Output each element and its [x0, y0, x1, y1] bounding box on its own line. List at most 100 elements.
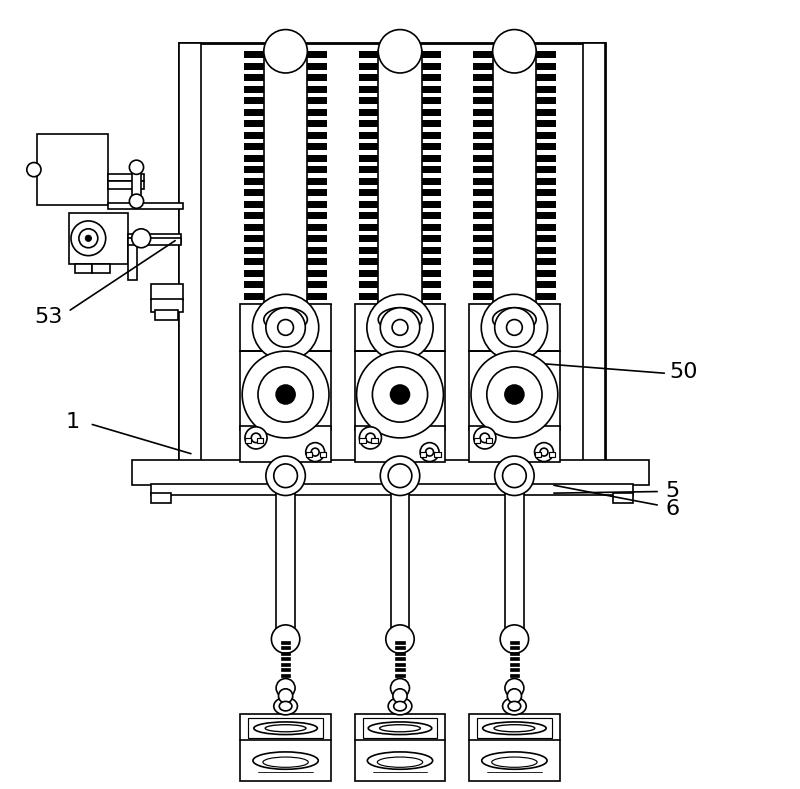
- Bar: [473, 133, 556, 139]
- Bar: [108, 174, 143, 181]
- Bar: [473, 74, 556, 81]
- Bar: [420, 452, 426, 457]
- Bar: [473, 143, 556, 150]
- Bar: [473, 224, 556, 231]
- Bar: [264, 51, 307, 320]
- Bar: [493, 51, 536, 320]
- Bar: [354, 426, 446, 462]
- Circle shape: [372, 367, 428, 422]
- Circle shape: [471, 351, 558, 438]
- Bar: [358, 155, 442, 162]
- Bar: [473, 201, 556, 208]
- Bar: [395, 657, 405, 660]
- Bar: [132, 170, 142, 201]
- Bar: [281, 668, 290, 671]
- Ellipse shape: [482, 752, 547, 769]
- Circle shape: [502, 464, 526, 488]
- Bar: [358, 120, 442, 127]
- Bar: [358, 235, 442, 242]
- Bar: [179, 43, 605, 462]
- Bar: [244, 133, 327, 139]
- Bar: [473, 86, 556, 93]
- Bar: [358, 201, 442, 208]
- Bar: [583, 43, 605, 462]
- Circle shape: [380, 308, 420, 347]
- Bar: [244, 235, 327, 242]
- Bar: [358, 63, 442, 70]
- Circle shape: [426, 448, 434, 456]
- Circle shape: [386, 625, 414, 653]
- Bar: [240, 426, 331, 462]
- Ellipse shape: [265, 724, 306, 732]
- Bar: [473, 178, 556, 185]
- Bar: [358, 133, 442, 139]
- Circle shape: [480, 433, 490, 443]
- Ellipse shape: [502, 697, 526, 715]
- Bar: [549, 452, 555, 457]
- Circle shape: [482, 294, 547, 361]
- Bar: [240, 351, 331, 430]
- Ellipse shape: [493, 30, 536, 73]
- Circle shape: [311, 448, 319, 456]
- Bar: [395, 668, 405, 671]
- Bar: [151, 299, 183, 312]
- Circle shape: [85, 235, 91, 241]
- Bar: [473, 63, 556, 70]
- Circle shape: [500, 625, 529, 653]
- Bar: [244, 110, 327, 116]
- Bar: [244, 258, 327, 265]
- Bar: [473, 235, 556, 242]
- Ellipse shape: [253, 752, 318, 769]
- Bar: [244, 63, 327, 70]
- Bar: [473, 120, 556, 127]
- Bar: [473, 258, 556, 265]
- Ellipse shape: [368, 722, 432, 735]
- Bar: [358, 86, 442, 93]
- Bar: [358, 110, 442, 116]
- Circle shape: [258, 367, 314, 422]
- Bar: [358, 270, 442, 277]
- Ellipse shape: [492, 757, 537, 767]
- Circle shape: [306, 443, 325, 462]
- Bar: [75, 264, 92, 273]
- Bar: [510, 657, 519, 660]
- Bar: [244, 270, 327, 277]
- Bar: [473, 166, 556, 173]
- Circle shape: [390, 679, 410, 697]
- Bar: [473, 270, 556, 277]
- Bar: [244, 97, 327, 104]
- Circle shape: [474, 427, 496, 449]
- Bar: [358, 166, 442, 173]
- Circle shape: [486, 367, 542, 422]
- Circle shape: [245, 427, 267, 449]
- Bar: [473, 97, 556, 104]
- Bar: [179, 43, 201, 462]
- Circle shape: [357, 351, 443, 438]
- Bar: [244, 189, 327, 196]
- Bar: [244, 74, 327, 81]
- Bar: [240, 304, 331, 351]
- Bar: [128, 238, 182, 245]
- Ellipse shape: [379, 724, 421, 732]
- Bar: [244, 201, 327, 208]
- Bar: [473, 247, 556, 254]
- Bar: [510, 652, 519, 655]
- Bar: [534, 452, 541, 457]
- Ellipse shape: [264, 308, 307, 331]
- Bar: [281, 646, 290, 649]
- Bar: [510, 674, 519, 677]
- Circle shape: [278, 689, 293, 703]
- Ellipse shape: [264, 30, 307, 73]
- Bar: [510, 668, 519, 671]
- Bar: [281, 679, 290, 682]
- Circle shape: [494, 456, 534, 495]
- Bar: [276, 473, 295, 639]
- Circle shape: [534, 443, 554, 462]
- Bar: [108, 203, 183, 209]
- Circle shape: [278, 320, 294, 335]
- Bar: [486, 438, 492, 443]
- Bar: [359, 438, 366, 443]
- Ellipse shape: [508, 701, 521, 711]
- Circle shape: [420, 443, 439, 462]
- Circle shape: [130, 160, 143, 174]
